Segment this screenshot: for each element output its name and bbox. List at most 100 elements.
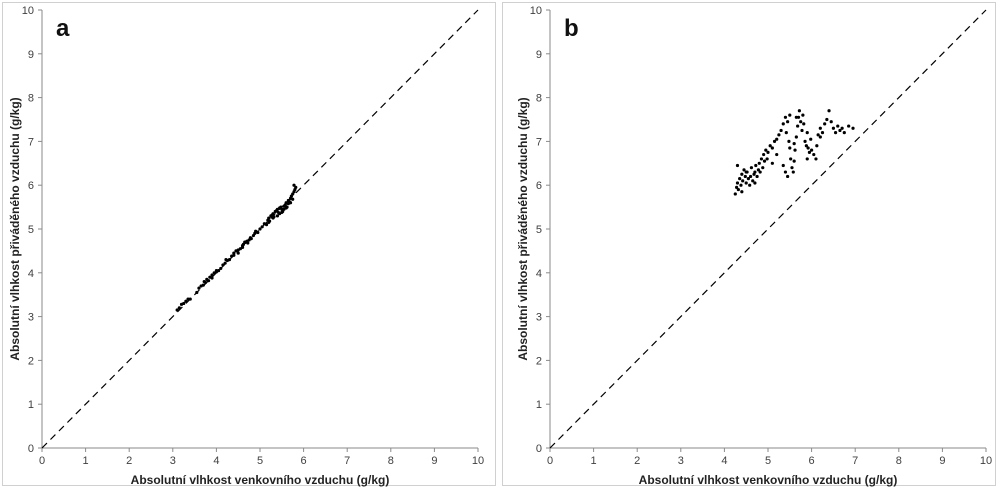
x-tick-label: 4 [213, 455, 219, 467]
panel-label: a [56, 15, 70, 42]
data-point [753, 170, 757, 174]
data-point [749, 166, 754, 170]
y-tick-label: 9 [28, 49, 34, 61]
data-point [805, 157, 809, 161]
data-point [232, 253, 236, 257]
data-point [195, 290, 199, 295]
data-point [770, 161, 774, 165]
data-point [851, 126, 855, 130]
data-point [188, 297, 192, 301]
y-tick-label: 2 [536, 355, 542, 367]
data-point [748, 183, 752, 187]
data-point [184, 299, 188, 303]
y-tick-label: 9 [536, 49, 542, 61]
data-point [282, 207, 286, 211]
data-point [197, 286, 201, 290]
data-point [735, 181, 740, 185]
chart-panel-b: 0 1 2 3 4 5 6 7 8 9 10 0 1 2 3 4 5 6 7 8 9 10 b Absolutní vlhko… [500, 0, 1000, 489]
data-point [759, 157, 764, 161]
data-point [781, 122, 785, 126]
x-tick-label: 1 [591, 455, 597, 467]
data-point [275, 214, 280, 218]
data-point [735, 185, 739, 189]
data-point [214, 270, 218, 274]
data-point [818, 135, 822, 139]
data-point [788, 113, 792, 117]
y-tick-label: 10 [530, 5, 542, 17]
data-point [836, 124, 840, 128]
x-tick-label: 4 [721, 455, 727, 467]
data-point [775, 152, 779, 157]
data-point [789, 157, 793, 161]
chart-frame [2, 2, 496, 486]
data-point [210, 276, 214, 280]
data-point [791, 170, 795, 174]
data-point [783, 115, 788, 119]
data-point [847, 124, 851, 128]
y-tick-label: 8 [28, 93, 34, 105]
data-point [825, 117, 829, 122]
data-point [733, 192, 737, 196]
y-tick-label: 1 [28, 399, 34, 411]
scatter-chart-a: 0 1 2 3 4 5 6 7 8 9 10 0 1 2 3 4 5 6 7 8 9 10 a Absolutní vlhko… [8, 5, 484, 487]
data-point [818, 126, 822, 130]
data-point [271, 212, 275, 216]
data-point [810, 148, 814, 152]
x-tick-label: 9 [939, 455, 945, 467]
data-point [779, 128, 783, 133]
y-tick-label: 10 [22, 5, 34, 17]
y-tick-label: 4 [28, 268, 34, 280]
x-tick-label: 5 [257, 455, 263, 467]
data-point [794, 115, 798, 119]
data-point [227, 258, 232, 262]
x-tick-label: 0 [547, 455, 553, 467]
y-tick-label: 1 [536, 399, 542, 411]
data-point [177, 306, 181, 310]
data-point [219, 266, 223, 271]
data-point [291, 197, 295, 201]
y-tick-label: 6 [28, 180, 34, 192]
data-point [740, 172, 744, 176]
x-tick-label: 2 [126, 455, 132, 467]
data-point [735, 163, 740, 168]
data-point [806, 146, 810, 150]
data-point [775, 137, 779, 141]
data-point [784, 131, 788, 135]
data-point [258, 227, 262, 231]
data-point [802, 122, 806, 126]
data-point [827, 109, 831, 113]
y-tick-label: 6 [536, 180, 542, 192]
data-point [812, 152, 816, 157]
data-point [221, 263, 225, 267]
data-point [757, 161, 761, 165]
data-point [736, 187, 740, 192]
data-point [790, 166, 794, 170]
chart-frame [502, 2, 996, 486]
data-point [814, 157, 818, 161]
data-point [792, 159, 796, 163]
data-point [770, 146, 774, 150]
y-tick-label: 8 [536, 93, 542, 105]
data-point [232, 251, 236, 255]
data-point [772, 139, 777, 143]
data-point [292, 183, 296, 187]
data-point [756, 168, 761, 172]
data-point [762, 152, 766, 157]
data-point [842, 131, 846, 135]
data-point [748, 174, 753, 179]
data-point [751, 179, 755, 183]
data-point [799, 120, 803, 124]
data-point [783, 170, 788, 174]
x-tick-label: 0 [39, 455, 45, 467]
data-point [286, 201, 290, 206]
data-point [278, 212, 282, 216]
data-point [800, 128, 804, 133]
data-point [786, 174, 790, 179]
data-point [831, 126, 835, 130]
y-tick-label: 5 [536, 224, 542, 236]
x-tick-label: 3 [678, 455, 684, 467]
y-axis-title: Absolutní vlhkost přiváděného vzduchu (g… [516, 97, 530, 360]
x-axis-title: Absolutní vlhkost venkovního vzduchu (g/… [131, 473, 390, 487]
data-point [829, 120, 833, 124]
data-point [766, 150, 770, 154]
